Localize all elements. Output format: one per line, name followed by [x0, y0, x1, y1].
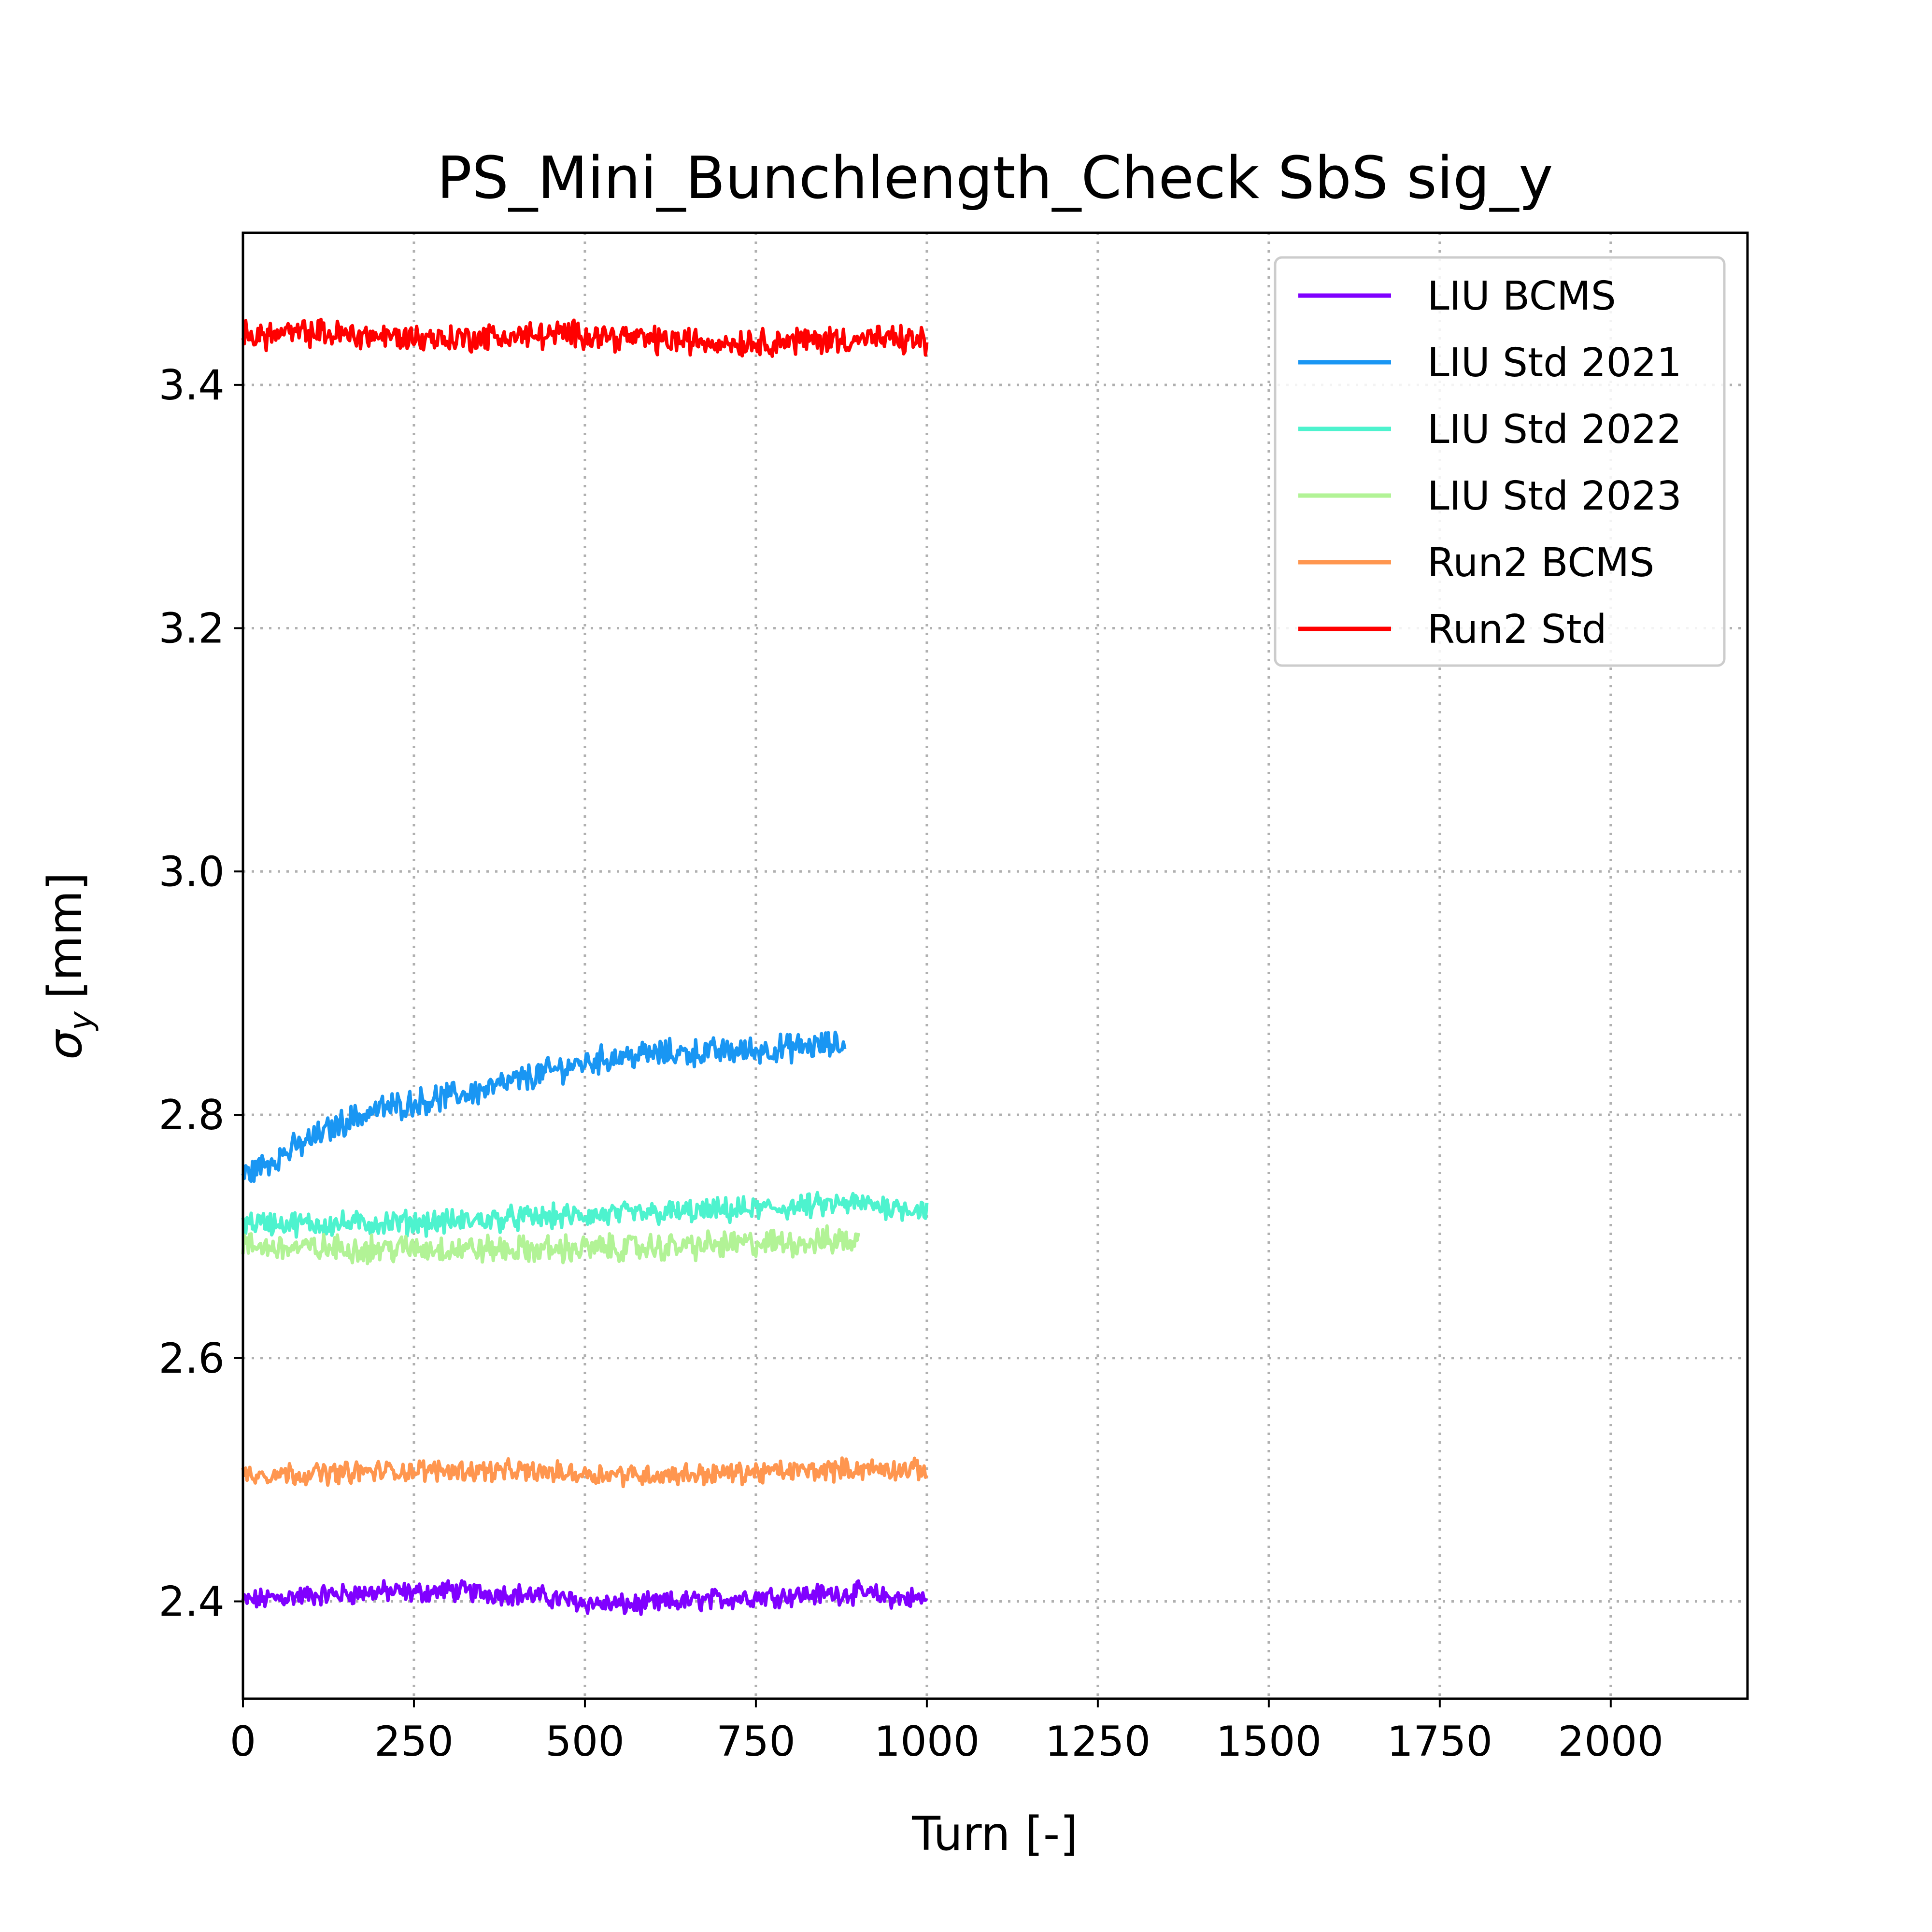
series-line-liu-std-2022 [241, 1191, 929, 1239]
x-tick-label: 2000 [1558, 1718, 1663, 1766]
y-tick-label: 3.4 [158, 361, 225, 410]
plot-frame [242, 231, 1749, 1700]
x-tick-label: 500 [545, 1718, 625, 1766]
x-tick-label: 750 [716, 1718, 796, 1766]
x-tick-label: 1250 [1045, 1718, 1151, 1766]
y-tick-label: 2.8 [158, 1091, 225, 1139]
series-line-liu-std-2023 [241, 1224, 860, 1265]
legend-label-liu-std-2022: LIU Std 2022 [1427, 407, 1682, 453]
y-axis-label-unit: [mm] [38, 872, 92, 999]
x-tick-label: 1500 [1216, 1718, 1321, 1766]
x-tick-label: 250 [374, 1718, 454, 1766]
legend-label-liu-std-2021: LIU Std 2021 [1427, 340, 1682, 386]
series-line-run2-std [241, 317, 929, 358]
legend-label-liu-bcms: LIU BCMS [1427, 273, 1616, 319]
series-line-run2-bcms [241, 1456, 928, 1489]
y-axis-label-symbol: σ [38, 1029, 92, 1060]
legend-label-liu-std-2023: LIU Std 2023 [1427, 473, 1682, 519]
series-lines [241, 317, 929, 1616]
y-tick-label: 3.0 [158, 848, 225, 896]
legend-label-run2-bcms: Run2 BCMS [1427, 540, 1654, 586]
x-axis-ticks: 0 250 500 750 1000 1250 1500 1750 2000 [230, 1699, 1663, 1766]
x-tick-label: 1750 [1387, 1718, 1492, 1766]
x-axis-label: Turn [-] [911, 1807, 1078, 1861]
y-axis-label-subscript: y [62, 1011, 99, 1031]
x-tick-label: 1000 [874, 1718, 980, 1766]
series-line-liu-bcms [241, 1579, 928, 1616]
y-axis-label: σy [mm] [38, 872, 99, 1060]
y-tick-label: 3.2 [158, 605, 225, 653]
y-axis-ticks: 2.4 2.6 2.8 3.0 3.2 3.4 [158, 361, 243, 1626]
chart-title: PS_Mini_Bunchlength_Check SbS sig_y [437, 145, 1553, 212]
x-tick-label: 0 [230, 1718, 256, 1766]
legend-items: LIU BCMS LIU Std 2021 LIU Std 2022 LIU Std … [1298, 273, 1682, 653]
y-tick-label: 2.4 [158, 1578, 225, 1626]
series-line-liu-std-2021 [241, 1030, 847, 1183]
legend: LIU BCMS LIU Std 2021 LIU Std 2022 LIU Std … [1274, 256, 1726, 667]
legend-label-run2-std: Run2 Std [1427, 607, 1607, 653]
y-tick-label: 2.6 [158, 1335, 225, 1383]
